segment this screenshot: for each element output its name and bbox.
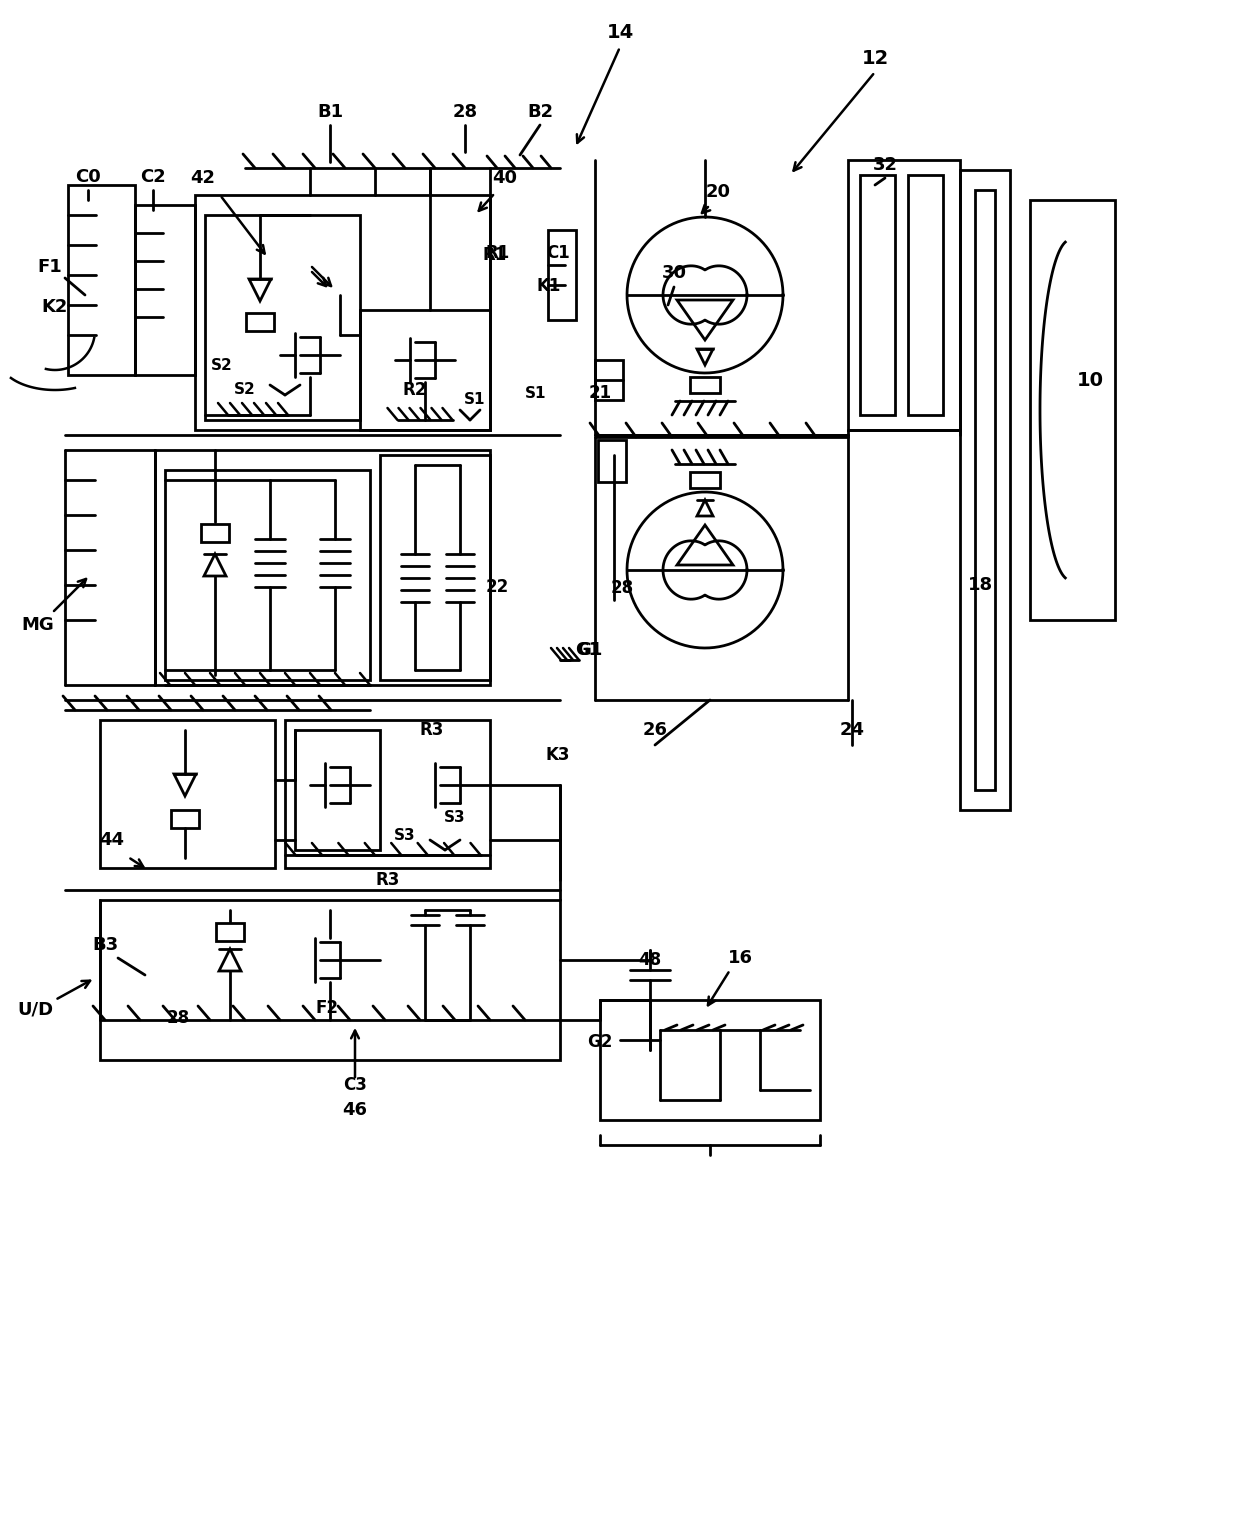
Bar bbox=[246, 312, 274, 330]
Text: C2: C2 bbox=[140, 168, 166, 186]
Bar bbox=[360, 309, 490, 431]
Bar bbox=[689, 471, 720, 488]
Bar bbox=[205, 215, 360, 420]
Text: 30: 30 bbox=[661, 264, 687, 282]
Text: B3: B3 bbox=[92, 935, 118, 954]
Text: 22: 22 bbox=[485, 578, 508, 596]
Bar bbox=[598, 440, 626, 482]
Bar bbox=[595, 359, 622, 400]
Bar bbox=[548, 230, 577, 320]
Text: S1: S1 bbox=[464, 393, 486, 408]
Bar bbox=[861, 174, 895, 415]
Text: K2: K2 bbox=[42, 299, 68, 315]
Text: S3: S3 bbox=[444, 811, 466, 826]
Text: 40: 40 bbox=[492, 168, 517, 186]
Text: S2: S2 bbox=[211, 358, 233, 373]
Bar bbox=[600, 1001, 820, 1120]
Text: 28: 28 bbox=[166, 1010, 190, 1026]
Bar bbox=[195, 196, 490, 431]
Text: 48: 48 bbox=[639, 951, 662, 969]
Text: B2: B2 bbox=[527, 103, 553, 121]
Bar bbox=[848, 161, 960, 431]
Bar bbox=[908, 174, 942, 415]
Text: R2: R2 bbox=[403, 381, 428, 399]
Text: S2: S2 bbox=[234, 382, 255, 397]
Text: C3: C3 bbox=[343, 1076, 367, 1095]
Text: R3: R3 bbox=[420, 722, 444, 738]
Text: 21: 21 bbox=[589, 384, 611, 402]
Bar bbox=[285, 720, 490, 869]
Text: C1: C1 bbox=[546, 244, 570, 262]
Text: 10: 10 bbox=[1076, 370, 1104, 390]
Text: R1: R1 bbox=[482, 246, 507, 264]
Text: 32: 32 bbox=[873, 156, 898, 174]
Text: B1: B1 bbox=[317, 103, 343, 121]
Text: G1: G1 bbox=[575, 641, 600, 659]
Bar bbox=[1030, 200, 1115, 620]
Text: 26: 26 bbox=[642, 722, 667, 738]
Text: S3: S3 bbox=[394, 828, 415, 843]
Text: 16: 16 bbox=[728, 949, 753, 967]
Text: 14: 14 bbox=[606, 24, 634, 42]
Text: R3: R3 bbox=[376, 872, 401, 888]
Bar bbox=[100, 901, 560, 1060]
Bar bbox=[216, 923, 244, 941]
Text: F2: F2 bbox=[315, 999, 339, 1017]
Text: S1: S1 bbox=[526, 385, 547, 400]
Bar bbox=[155, 450, 490, 685]
Text: 18: 18 bbox=[967, 576, 992, 594]
Bar bbox=[135, 205, 195, 374]
Bar bbox=[100, 720, 275, 869]
Text: F1: F1 bbox=[37, 258, 62, 276]
Text: U/D: U/D bbox=[17, 1001, 53, 1019]
Text: MG: MG bbox=[21, 615, 55, 634]
Text: 12: 12 bbox=[862, 49, 889, 68]
Bar bbox=[689, 377, 720, 393]
Text: G1: G1 bbox=[578, 641, 603, 659]
Text: 46: 46 bbox=[342, 1101, 367, 1119]
Bar bbox=[960, 170, 1011, 810]
Bar bbox=[295, 731, 379, 850]
Text: 28: 28 bbox=[453, 103, 477, 121]
Text: R1: R1 bbox=[486, 244, 510, 262]
Text: 28: 28 bbox=[610, 579, 634, 597]
Bar bbox=[379, 455, 490, 681]
Text: K1: K1 bbox=[537, 277, 562, 296]
Bar bbox=[165, 470, 370, 681]
Text: 24: 24 bbox=[839, 722, 864, 738]
Text: 42: 42 bbox=[191, 168, 216, 186]
Text: C0: C0 bbox=[76, 168, 100, 186]
Bar bbox=[201, 525, 229, 543]
Text: G2: G2 bbox=[588, 1032, 613, 1051]
Text: 44: 44 bbox=[99, 831, 124, 849]
Bar bbox=[975, 190, 994, 790]
Text: 20: 20 bbox=[706, 183, 730, 202]
Text: K3: K3 bbox=[546, 746, 570, 764]
Bar bbox=[171, 810, 198, 828]
Bar bbox=[68, 185, 135, 374]
